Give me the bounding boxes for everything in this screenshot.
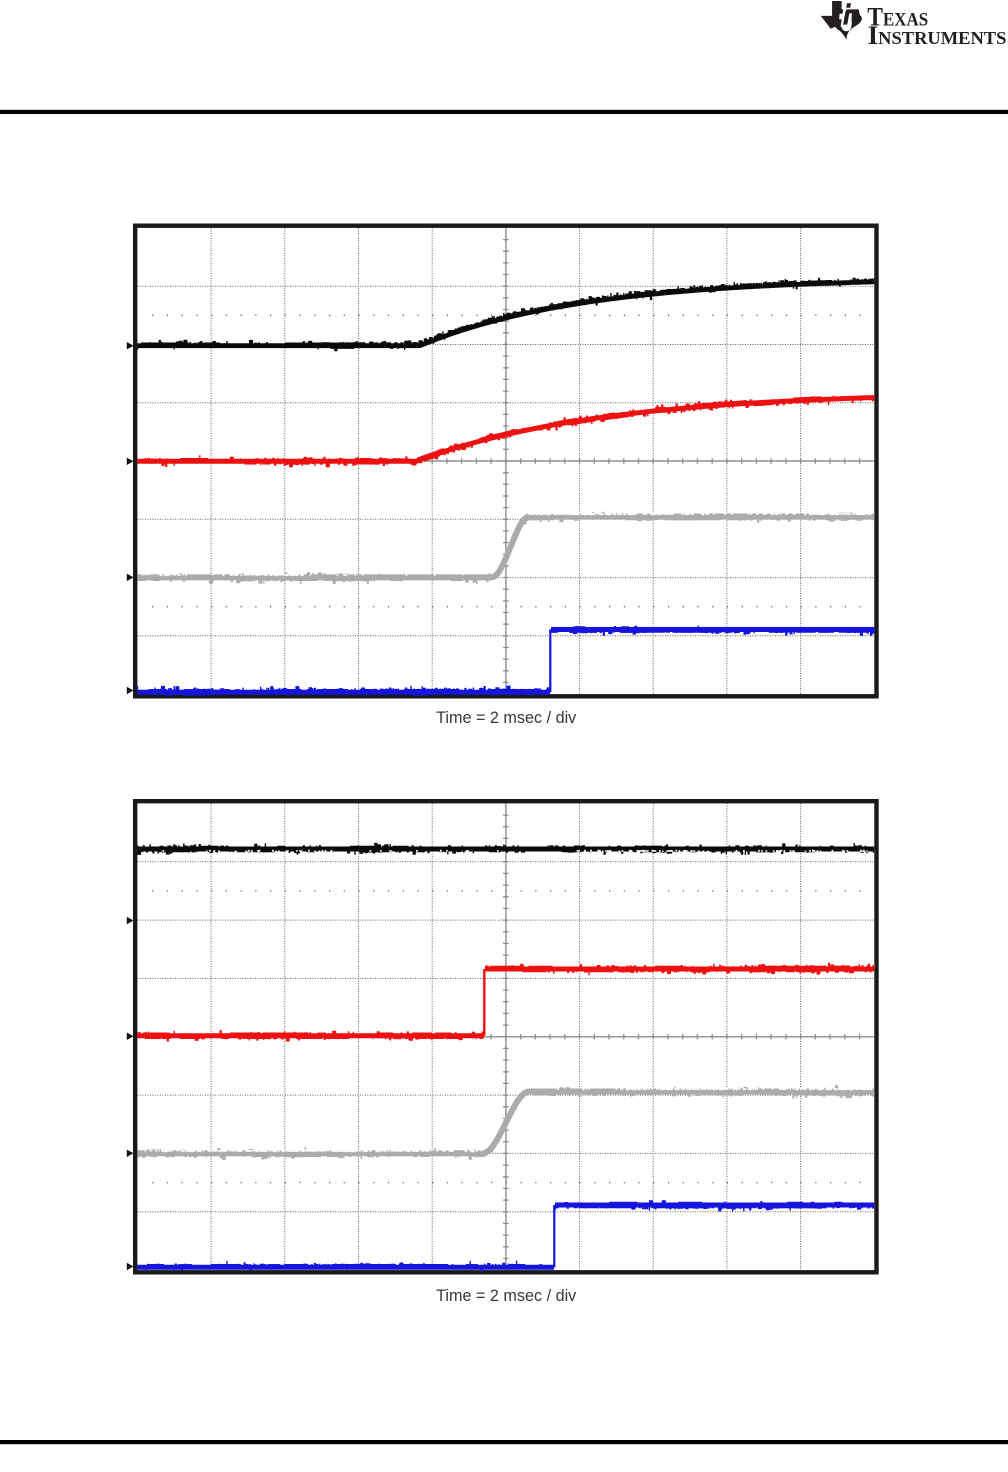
svg-text:Texas: Texas bbox=[867, 2, 928, 32]
svg-text:Time = 2 msec / div: Time = 2 msec / div bbox=[436, 1287, 577, 1305]
svg-text:Instruments: Instruments bbox=[868, 21, 1007, 50]
svg-text:Time = 2 msec / div: Time = 2 msec / div bbox=[436, 709, 577, 727]
